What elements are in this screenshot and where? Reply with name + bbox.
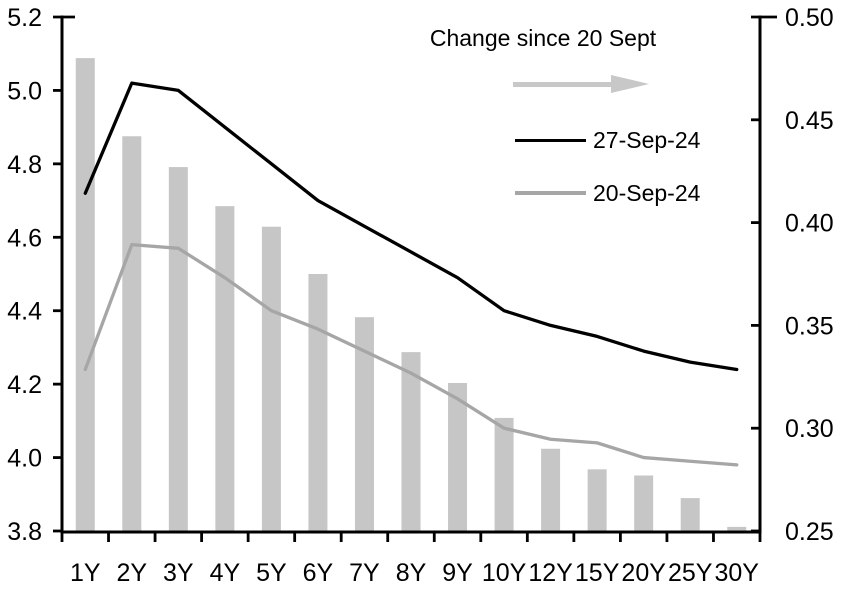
bar-3Y — [168, 167, 188, 531]
bar-9Y — [448, 382, 468, 531]
bar-8Y — [401, 352, 421, 531]
x-axis-label-3Y: 3Y — [163, 559, 194, 587]
right-axis-label-0.25: 0.25 — [785, 518, 834, 546]
line-swatch-gray — [515, 191, 586, 195]
arrow-head — [611, 75, 649, 93]
line-swatch-black — [515, 138, 586, 142]
change-arrow-icon — [513, 75, 649, 93]
x-axis-label-6Y: 6Y — [303, 559, 334, 587]
x-axis-label-4Y: 4Y — [210, 559, 241, 587]
bar-4Y — [215, 206, 235, 531]
right-axis-label-0.50: 0.50 — [785, 4, 834, 32]
right-axis-label-0.40: 0.40 — [785, 210, 834, 238]
bar-7Y — [354, 317, 374, 531]
left-axis-label-4.8: 4.8 — [7, 151, 42, 179]
left-axis-label-4.4: 4.4 — [7, 298, 42, 326]
x-axis-label-15Y: 15Y — [575, 559, 620, 587]
line-20-Sep-24 — [83, 242, 739, 467]
line-27-Sep-24 — [83, 81, 739, 372]
legend-item-20-sep: 20-Sep-24 — [515, 180, 700, 206]
x-axis-label-8Y: 8Y — [396, 559, 427, 587]
left-axis-label-5.2: 5.2 — [7, 4, 42, 32]
legend-label: 20-Sep-24 — [593, 179, 701, 206]
left-axis-label-4.6: 4.6 — [7, 224, 42, 252]
left-axis-label-4.0: 4.0 — [7, 445, 42, 473]
right-axis-label-0.35: 0.35 — [785, 312, 834, 340]
legend-label: 27-Sep-24 — [593, 126, 701, 153]
right-axis-label-0.45: 0.45 — [785, 107, 834, 135]
x-axis-label-2Y: 2Y — [117, 559, 148, 587]
x-axis-label-12Y: 12Y — [528, 559, 573, 587]
x-axis-label-25Y: 25Y — [668, 559, 713, 587]
bar-5Y — [261, 226, 281, 531]
arrow-shaft — [513, 82, 613, 87]
bar-6Y — [308, 274, 328, 531]
x-axis-label-9Y: 9Y — [442, 559, 473, 587]
bar-25Y — [680, 498, 700, 531]
x-axis-label-10Y: 10Y — [482, 559, 527, 587]
x-axis-label-1Y: 1Y — [70, 559, 101, 587]
bar-30Y — [727, 526, 747, 531]
left-axis-label-5.0: 5.0 — [7, 77, 42, 105]
x-axis-label-30Y: 30Y — [714, 559, 759, 587]
x-axis-label-5Y: 5Y — [256, 559, 287, 587]
bar-20Y — [634, 475, 654, 531]
left-axis-label-3.8: 3.8 — [7, 518, 42, 546]
bar-2Y — [122, 136, 142, 531]
x-axis-label-20Y: 20Y — [621, 559, 666, 587]
bar-10Y — [494, 417, 514, 531]
right-axis-label-0.30: 0.30 — [785, 415, 834, 443]
x-axis-label-7Y: 7Y — [349, 559, 380, 587]
bar-12Y — [541, 448, 561, 531]
left-axis-label-4.2: 4.2 — [7, 371, 42, 399]
legend-title: Change since 20 Sept — [429, 25, 657, 51]
legend-item-27-sep: 27-Sep-24 — [515, 127, 700, 153]
bar-1Y — [75, 58, 95, 531]
bar-15Y — [587, 469, 607, 531]
